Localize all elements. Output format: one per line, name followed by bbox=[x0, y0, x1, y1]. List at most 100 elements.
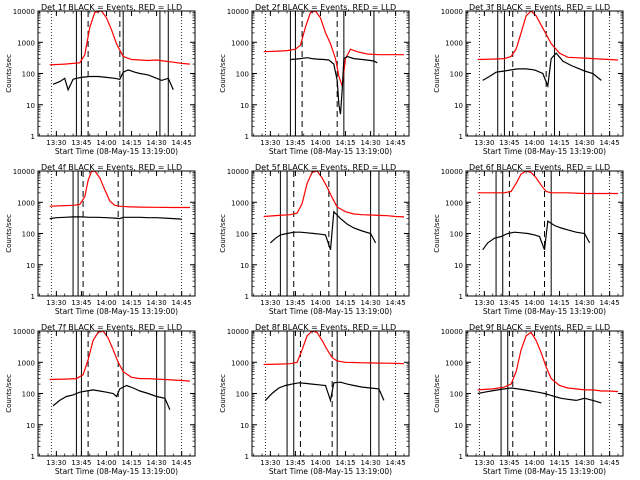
det-7f-y-tick-label: 1 bbox=[31, 453, 35, 461]
det-1f-y-tick-label: 10 bbox=[26, 102, 35, 110]
det-5f-x-tick-label: 13:30 bbox=[260, 299, 280, 307]
det-5f-y-tick-label: 1 bbox=[245, 293, 249, 301]
det-8f-lld-line bbox=[263, 331, 405, 366]
det-5f-lld-line bbox=[263, 171, 405, 218]
det-5f-x-tick-label: 14:00 bbox=[310, 299, 330, 307]
det-2f-y-tick-label: 1 bbox=[245, 133, 249, 141]
det-2f-panel: 1 10 100 1000 10000 13:30 13:45 14:00 14:15 14:30… bbox=[219, 3, 410, 156]
det-1f-x-tick-label: 14:45 bbox=[172, 139, 192, 147]
det-7f-axes-frame bbox=[37, 330, 196, 457]
det-6f-y-tick-label: 10 bbox=[454, 262, 463, 270]
det-1f-x-tick-label: 13:30 bbox=[46, 139, 66, 147]
det-2f-y-tick-label: 1000 bbox=[231, 39, 249, 47]
det-7f-title: Det 7f BLACK = Events, RED = LLD bbox=[41, 323, 182, 332]
det-4f-y-tick-label: 10 bbox=[26, 262, 35, 270]
det-5f-x-tick-label: 14:30 bbox=[360, 299, 380, 307]
det-8f-title: Det 8f BLACK = Events, RED = LLD bbox=[255, 323, 396, 332]
det-3f-x-tick-label: 13:30 bbox=[474, 139, 494, 147]
det-6f-x-tick-label: 14:30 bbox=[574, 299, 594, 307]
det-9f-x-tick-label: 14:15 bbox=[549, 459, 569, 467]
det-3f-y-tick-label: 1000 bbox=[445, 39, 463, 47]
det-3f-y-tick-label: 10000 bbox=[441, 8, 463, 16]
det-4f-events-line bbox=[49, 216, 182, 220]
det-5f-panel: 1 10 100 1000 10000 13:30 13:45 14:00 14:15 14:30… bbox=[219, 163, 410, 316]
det-8f-x-tick-label: 14:15 bbox=[335, 459, 355, 467]
det-3f-y-axis-label: Counts/sec bbox=[433, 54, 441, 93]
det-3f-x-tick-label: 14:30 bbox=[574, 139, 594, 147]
det-4f-x-tick-label: 14:00 bbox=[96, 299, 116, 307]
det-2f-x-tick-label: 14:30 bbox=[360, 139, 380, 147]
det-2f-y-tick-label: 10000 bbox=[227, 8, 249, 16]
det-5f-events-line bbox=[269, 210, 377, 250]
det-8f-y-tick-label: 1000 bbox=[231, 359, 249, 367]
det-3f-x-tick-label: 13:45 bbox=[499, 139, 519, 147]
det-1f-x-tick-label: 14:00 bbox=[96, 139, 116, 147]
det-9f-x-tick-label: 14:00 bbox=[524, 459, 544, 467]
det-9f-y-tick-label: 10000 bbox=[441, 328, 463, 336]
det-6f-y-tick-label: 10000 bbox=[441, 168, 463, 176]
det-9f-x-tick-label: 14:45 bbox=[600, 459, 620, 467]
det-2f-x-tick-label: 14:00 bbox=[310, 139, 330, 147]
det-4f-x-tick-label: 14:15 bbox=[121, 299, 141, 307]
det-2f-axes-frame bbox=[251, 10, 410, 137]
det-8f-x-tick-label: 14:45 bbox=[386, 459, 406, 467]
det-3f-title: Det 3f BLACK = Events, RED = LLD bbox=[469, 3, 610, 12]
det-9f-y-tick-label: 1 bbox=[459, 453, 463, 461]
det-5f-x-tick-label: 13:45 bbox=[285, 299, 305, 307]
det-8f-panel: 1 10 100 1000 10000 13:30 13:45 14:00 14:15 14:30… bbox=[219, 323, 410, 476]
det-7f-x-tick-label: 14:45 bbox=[172, 459, 192, 467]
det-4f-panel: 1 10 100 1000 10000 13:30 13:45 14:00 14:15 14:30… bbox=[5, 163, 196, 316]
det-6f-x-tick-label: 14:00 bbox=[524, 299, 544, 307]
det-7f-lld-line bbox=[49, 331, 191, 382]
det-4f-x-tick-label: 14:45 bbox=[172, 299, 192, 307]
det-1f-lld-line bbox=[49, 11, 191, 66]
det-9f-x-tick-label: 13:45 bbox=[499, 459, 519, 467]
det-6f-x-axis-label: Start Time (08-May-15 13:19:00) bbox=[483, 307, 606, 316]
det-9f-y-axis-label: Counts/sec bbox=[433, 374, 441, 413]
det-2f-x-tick-label: 14:45 bbox=[386, 139, 406, 147]
det-4f-axes-frame bbox=[37, 170, 196, 297]
det-4f-title: Det 4f BLACK = Events, RED = LLD bbox=[41, 163, 182, 172]
det-7f-x-tick-label: 13:45 bbox=[71, 459, 91, 467]
det-6f-title: Det 6f BLACK = Events, RED = LLD bbox=[469, 163, 610, 172]
det-8f-y-tick-label: 100 bbox=[236, 391, 249, 399]
det-6f-events-line bbox=[482, 220, 591, 251]
det-1f-y-tick-label: 1000 bbox=[17, 39, 35, 47]
det-1f-x-axis-label: Start Time (08-May-15 13:19:00) bbox=[55, 147, 178, 156]
det-7f-x-tick-label: 14:30 bbox=[146, 459, 166, 467]
det-9f-x-axis-label: Start Time (08-May-15 13:19:00) bbox=[483, 467, 606, 476]
det-4f-y-axis-label: Counts/sec bbox=[5, 214, 13, 253]
det-8f-x-tick-label: 14:00 bbox=[310, 459, 330, 467]
det-7f-x-axis-label: Start Time (08-May-15 13:19:00) bbox=[55, 467, 178, 476]
det-3f-x-axis-label: Start Time (08-May-15 13:19:00) bbox=[483, 147, 606, 156]
det-2f-x-tick-label: 13:30 bbox=[260, 139, 280, 147]
det-7f-x-tick-label: 13:30 bbox=[46, 459, 66, 467]
det-6f-y-axis-label: Counts/sec bbox=[433, 214, 441, 253]
det-2f-y-axis-label: Counts/sec bbox=[219, 54, 227, 93]
det-7f-x-tick-label: 14:00 bbox=[96, 459, 116, 467]
det-7f-panel: 1 10 100 1000 10000 13:30 13:45 14:00 14:15 14:30… bbox=[5, 323, 196, 476]
det-1f-x-tick-label: 14:15 bbox=[121, 139, 141, 147]
det-9f-panel: 1 10 100 1000 10000 13:30 13:45 14:00 14:15 14:30… bbox=[433, 323, 624, 476]
det-1f-y-axis-label: Counts/sec bbox=[5, 54, 13, 93]
det-8f-axes-frame bbox=[251, 330, 410, 457]
det-6f-x-tick-label: 14:15 bbox=[549, 299, 569, 307]
det-7f-y-axis-label: Counts/sec bbox=[5, 374, 13, 413]
det-1f-x-tick-label: 14:30 bbox=[146, 139, 166, 147]
det-7f-y-tick-label: 10 bbox=[26, 422, 35, 430]
det-3f-y-tick-label: 10 bbox=[454, 102, 463, 110]
det-3f-lld-line bbox=[477, 11, 619, 61]
det-3f-x-tick-label: 14:15 bbox=[549, 139, 569, 147]
det-9f-y-tick-label: 10 bbox=[454, 422, 463, 430]
det-1f-y-tick-label: 100 bbox=[22, 71, 35, 79]
det-6f-panel: 1 10 100 1000 10000 13:30 13:45 14:00 14:15 14:30… bbox=[433, 163, 624, 316]
det-8f-y-tick-label: 10 bbox=[240, 422, 249, 430]
det-4f-x-tick-label: 14:30 bbox=[146, 299, 166, 307]
det-9f-y-tick-label: 100 bbox=[450, 391, 463, 399]
det-2f-y-tick-label: 100 bbox=[236, 71, 249, 79]
det-3f-x-tick-label: 14:00 bbox=[524, 139, 544, 147]
det-6f-y-tick-label: 1000 bbox=[445, 199, 463, 207]
det-7f-events-line bbox=[52, 384, 171, 411]
det-2f-events-line bbox=[290, 55, 378, 115]
